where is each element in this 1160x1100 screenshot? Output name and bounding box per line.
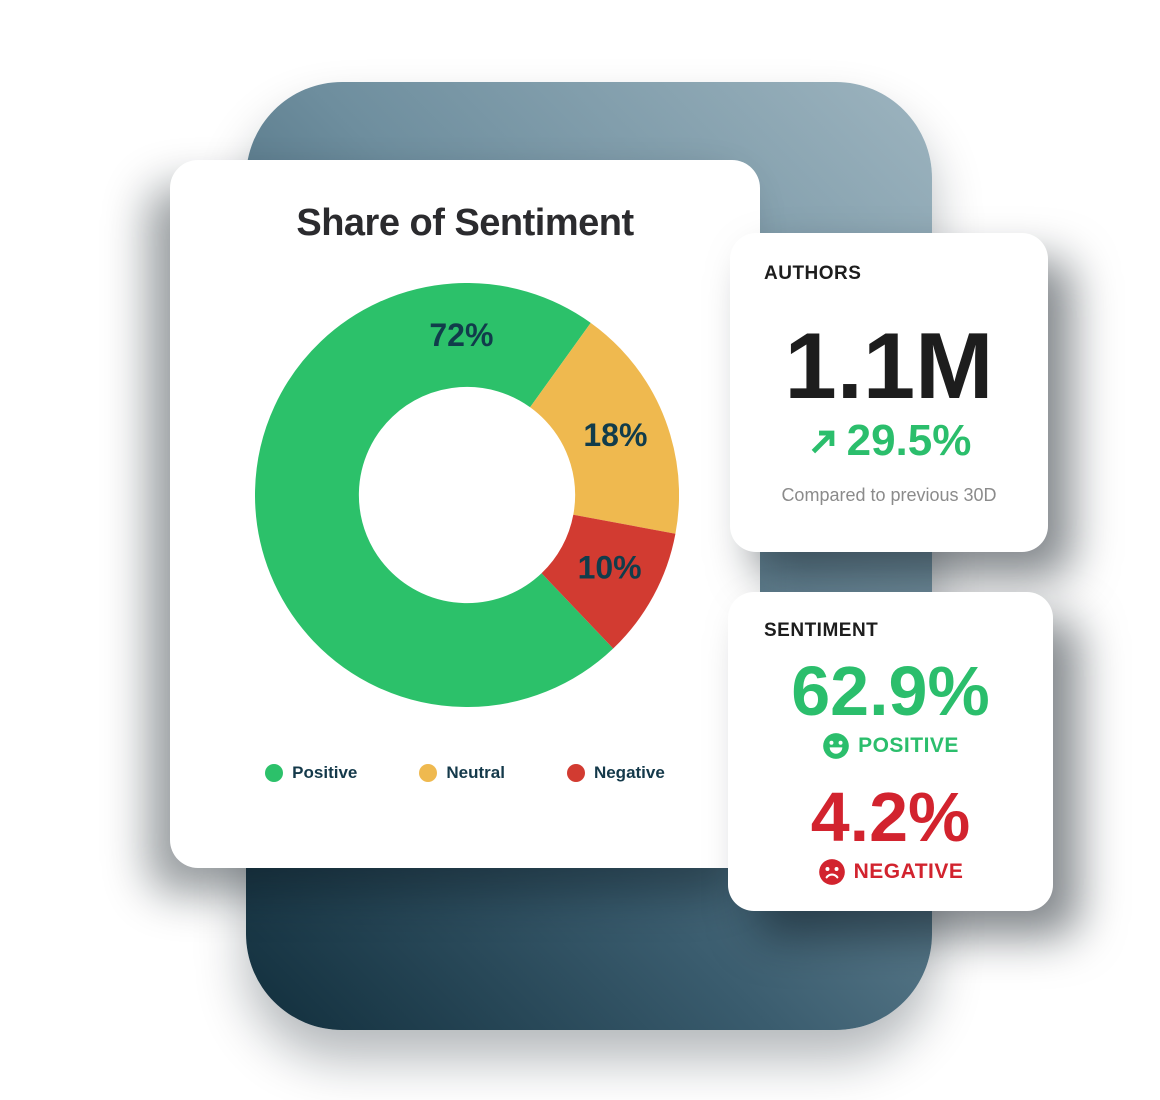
donut-segment-negative (255, 283, 679, 707)
sentiment-negative-label: NEGATIVE (853, 860, 964, 883)
sentiment-donut-chart: 72% 18% 10% (255, 283, 679, 707)
legend-dot-positive (265, 764, 284, 782)
legend-dot-neutral (419, 764, 438, 782)
chart-legend: Positive Neutral Negative (170, 763, 760, 783)
sentiment-card: SENTIMENT 62.9% POSITIVE 4.2% NEGATIVE (728, 592, 1053, 911)
sentiment-negative-label-row: NEGATIVE (764, 858, 1017, 886)
sentiment-negative-value: 4.2% (810, 778, 971, 856)
trend-up-icon (811, 430, 834, 454)
sentiment-heading: SENTIMENT (764, 620, 879, 641)
authors-delta-value: 29.5% (846, 416, 972, 465)
legend-item-neutral[interactable]: Neutral (419, 763, 505, 783)
legend-item-positive[interactable]: Positive (265, 763, 357, 783)
authors-value: 1.1M (784, 313, 994, 418)
authors-delta: 29.5% (764, 419, 1014, 463)
share-of-sentiment-card: Share of Sentiment 72% 18% 10% Positive Neu… (170, 160, 760, 868)
smile-icon (823, 733, 849, 759)
authors-caption: Compared to previous 30D (781, 485, 997, 505)
legend-label: Neutral (446, 763, 505, 782)
legend-item-negative[interactable]: Negative (566, 763, 665, 783)
slice-label-neutral: 18% (583, 417, 647, 453)
chart-title: Share of Sentiment (296, 202, 634, 244)
sentiment-positive-label-row: POSITIVE (764, 732, 1017, 760)
authors-heading: AUTHORS (764, 263, 862, 284)
donut-svg: 72% 18% 10% (255, 283, 679, 707)
donut-segment-neutral (255, 283, 679, 707)
slice-label-positive: 72% (429, 317, 493, 353)
sentiment-positive-label: POSITIVE (858, 734, 959, 757)
authors-card: AUTHORS 1.1M 29.5% Compared to previous … (730, 233, 1048, 552)
legend-label: Positive (292, 763, 358, 782)
slice-label-negative: 10% (578, 550, 642, 586)
legend-dot-negative (566, 764, 585, 782)
legend-label: Negative (593, 763, 665, 782)
sentiment-positive-value: 62.9% (791, 652, 990, 730)
frown-icon (818, 859, 845, 885)
